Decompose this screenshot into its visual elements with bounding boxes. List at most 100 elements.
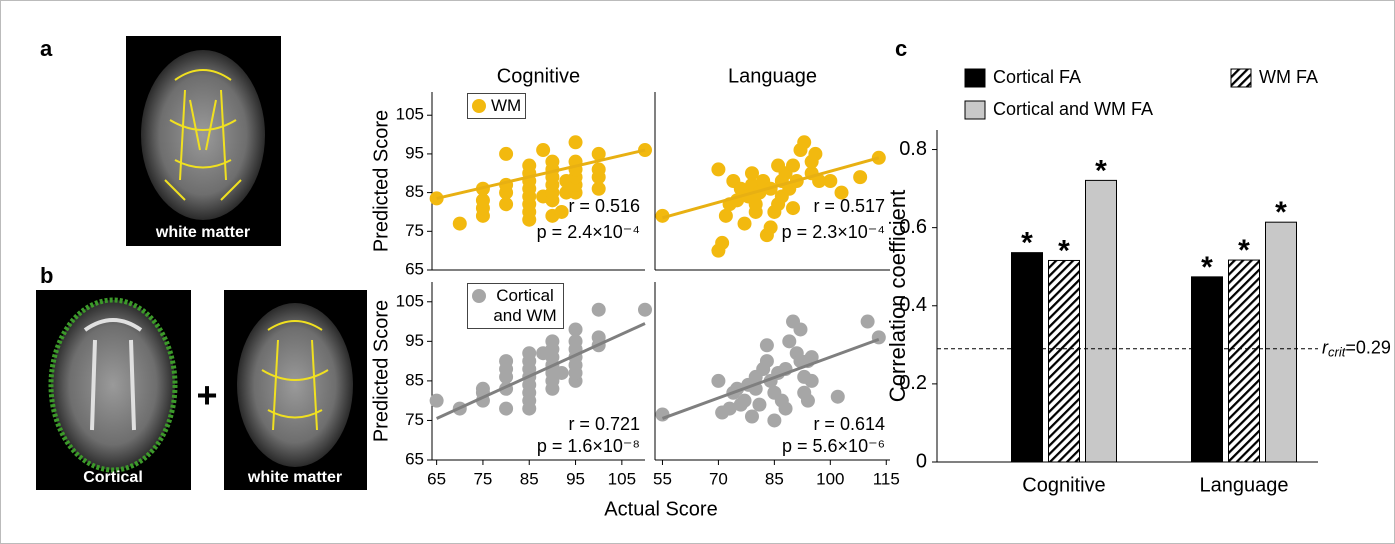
scatter-point: [569, 135, 583, 149]
significance-marker: *: [1201, 251, 1213, 284]
y-tick-label: 85: [405, 182, 424, 201]
reference-label-subscript: crit: [1328, 345, 1347, 360]
x-tick-label: 70: [709, 469, 728, 488]
image-label: white matter: [247, 469, 342, 486]
stat-annotation: p = 1.6×10⁻⁸: [537, 436, 640, 456]
scatter-point: [797, 135, 811, 149]
stat-annotation: r = 0.516: [568, 196, 640, 216]
legend-label: WM FA: [1259, 67, 1318, 87]
fit-line: [437, 324, 645, 419]
scatter-point: [760, 354, 774, 368]
stat-annotation: p = 2.4×10⁻⁴: [537, 222, 640, 242]
y-tick-label: 65: [405, 259, 424, 278]
legend-marker: [472, 99, 486, 113]
y-tick-label: 0.8: [899, 138, 927, 160]
x-tick-label: 105: [608, 469, 636, 488]
scatter-point: [711, 374, 725, 388]
scatter-point: [831, 390, 845, 404]
scatter-point: [430, 394, 444, 408]
y-tick-label: 85: [405, 370, 424, 389]
scatter-point: [569, 322, 583, 336]
significance-marker: *: [1095, 154, 1107, 187]
scatter-point: [767, 413, 781, 427]
scatter-point: [779, 402, 793, 416]
scatter-point: [782, 334, 796, 348]
x-tick-label: Language: [1200, 474, 1289, 496]
legend-swatch: [1231, 69, 1251, 87]
scatter-point: [738, 217, 752, 231]
column-title: Language: [728, 65, 817, 87]
scatter-point: [745, 166, 759, 180]
y-tick-label: 105: [396, 291, 424, 310]
x-tick-label: Cognitive: [1022, 474, 1105, 496]
reference-label-suffix: =0.29: [1345, 337, 1391, 357]
reference-label: rcrit=0.29: [1322, 337, 1391, 360]
scatter-point: [752, 398, 766, 412]
stat-annotation: p = 5.6×10⁻⁶: [782, 436, 885, 456]
figure: a b c white matter Cortical + white matt…: [0, 0, 1395, 544]
brain-image: white matter: [224, 290, 367, 490]
scatter-point: [499, 402, 513, 416]
scatter-point: [771, 159, 785, 173]
scatter-point: [522, 159, 536, 173]
significance-marker: *: [1238, 234, 1250, 267]
legend-label: Cortical and WM FA: [993, 99, 1153, 119]
x-tick-label: 55: [653, 469, 672, 488]
scatter-point: [555, 366, 569, 380]
panel-label: b: [40, 263, 53, 288]
legend-label: Cortical and WM: [491, 286, 559, 326]
scatter-point: [545, 155, 559, 169]
y-tick-label: 0.6: [899, 216, 927, 238]
scatter-point: [764, 220, 778, 234]
x-axis-label: Actual Score: [604, 498, 717, 520]
scatter-point: [805, 374, 819, 388]
x-tick-label: 115: [873, 469, 900, 488]
fit-line: [662, 339, 878, 418]
y-tick-label: 0.2: [899, 372, 927, 394]
stat-annotation: r = 0.721: [568, 414, 640, 434]
plus-sign: +: [196, 375, 217, 416]
legend-label: WM: [491, 96, 521, 116]
scatter-point: [823, 174, 837, 188]
x-tick-label: 75: [473, 469, 492, 488]
bar: [1049, 260, 1080, 462]
scatter-point: [715, 236, 729, 250]
brain-image: Cortical: [36, 290, 191, 490]
stat-annotation: p = 2.3×10⁻⁴: [782, 222, 885, 242]
x-tick-label: 85: [765, 469, 784, 488]
scatter-point: [536, 346, 550, 360]
y-tick-label: 75: [405, 221, 424, 240]
scatter-point: [499, 354, 513, 368]
scatter-point: [592, 162, 606, 176]
column-title: Cognitive: [497, 65, 580, 87]
significance-marker: *: [1275, 196, 1287, 229]
image-label: white matter: [155, 224, 250, 241]
legend: Cortical and WM: [467, 283, 564, 329]
scatter-point: [760, 338, 774, 352]
y-axis-label: Predicted Score: [370, 300, 392, 442]
x-tick-label: 95: [566, 469, 585, 488]
x-tick-label: 85: [520, 469, 539, 488]
y-tick-label: 105: [396, 105, 424, 124]
scatter-point: [453, 217, 467, 231]
stat-annotation: r = 0.517: [813, 196, 885, 216]
y-tick-label: 0.4: [899, 294, 927, 316]
scatter-point: [801, 394, 815, 408]
x-tick-label: 100: [816, 469, 844, 488]
bar: [1266, 222, 1297, 462]
bar: [1229, 260, 1260, 462]
scatter-point: [861, 315, 875, 329]
scatter-point: [808, 147, 822, 161]
figure-canvas: a b c white matter Cortical + white matt…: [0, 0, 1395, 544]
scatter-point: [738, 394, 752, 408]
bar: [1012, 253, 1043, 462]
panel-label: a: [40, 36, 53, 61]
legend-swatch: [965, 101, 985, 119]
y-tick-label: 95: [405, 331, 424, 350]
scatter-point: [499, 147, 513, 161]
scatter-point: [522, 346, 536, 360]
stat-annotation: r = 0.614: [813, 414, 885, 434]
y-tick-label: 95: [405, 143, 424, 162]
legend: WM: [467, 93, 526, 119]
bar: [1086, 180, 1117, 462]
